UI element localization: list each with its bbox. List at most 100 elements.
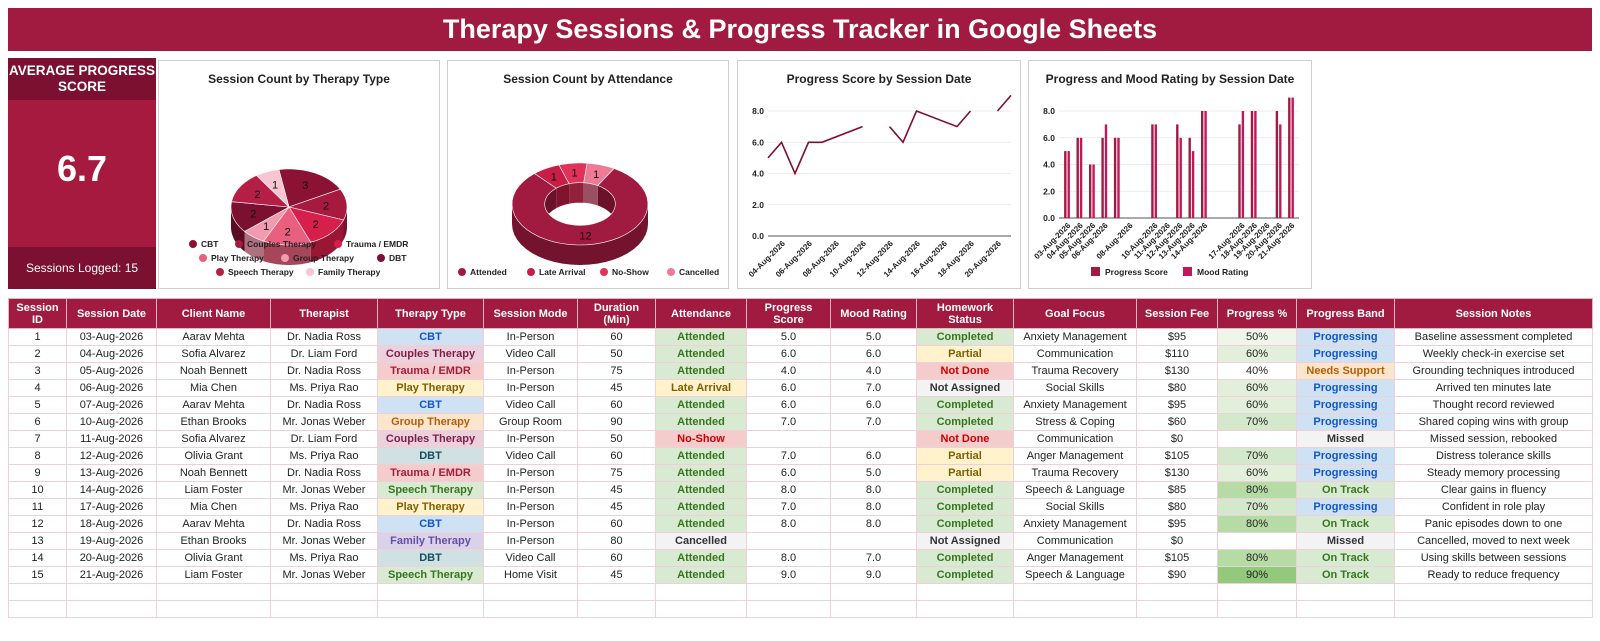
table-cell[interactable]	[483, 583, 578, 601]
table-cell[interactable]	[1217, 583, 1297, 601]
table-cell[interactable]: 11	[8, 498, 67, 516]
table-cell[interactable]: Social Skills	[1013, 379, 1137, 397]
table-cell[interactable]: 06-Aug-2026	[66, 379, 157, 397]
table-row[interactable]: 1 03-Aug-2026 Aarav Mehta Dr. Nadia Ross CBT…	[8, 328, 1593, 346]
table-cell[interactable]: Anxiety Management	[1013, 396, 1137, 414]
table-cell[interactable]	[1217, 600, 1297, 618]
table-cell[interactable]	[156, 600, 271, 618]
table-cell[interactable]	[1013, 583, 1137, 601]
table-cell[interactable]: Ms. Priya Rao	[270, 498, 378, 516]
column-header[interactable]: Progress %	[1217, 298, 1297, 329]
legend-item[interactable]: Speech Therapy	[216, 267, 294, 277]
table-cell[interactable]	[1296, 583, 1395, 601]
table-row[interactable]: 10 14-Aug-2026 Liam Foster Mr. Jonas Weber S…	[8, 481, 1593, 499]
table-cell[interactable]: CBT	[377, 515, 484, 533]
column-header[interactable]: Session Mode	[483, 298, 578, 329]
table-cell[interactable]: Social Skills	[1013, 498, 1137, 516]
table-cell[interactable]: DBT	[377, 447, 484, 465]
table-cell[interactable]: Clear gains in fluency	[1394, 481, 1593, 499]
table-cell[interactable]: Progressing	[1296, 379, 1395, 397]
table-cell[interactable]: 07-Aug-2026	[66, 396, 157, 414]
table-cell[interactable]: 8.0	[746, 515, 831, 533]
table-cell[interactable]: Arrived ten minutes late	[1394, 379, 1593, 397]
table-cell[interactable]: $95	[1136, 328, 1218, 346]
table-cell[interactable]: Attended	[655, 549, 747, 567]
legend-item[interactable]: Play Therapy	[199, 253, 264, 263]
table-cell[interactable]: Couples Therapy	[377, 345, 484, 363]
table-cell[interactable]: 7.0	[830, 379, 917, 397]
table-cell[interactable]: 80%	[1217, 515, 1297, 533]
table-cell[interactable]: Sofia Alvarez	[156, 430, 271, 448]
table-row[interactable]: 6 10-Aug-2026 Ethan Brooks Mr. Jonas Weber G…	[8, 413, 1593, 431]
table-cell[interactable]	[746, 430, 831, 448]
column-header[interactable]: Therapy Type	[377, 298, 484, 329]
table-cell[interactable]	[916, 583, 1014, 601]
column-header[interactable]: Session Notes	[1394, 298, 1593, 329]
table-cell[interactable]: On Track	[1296, 481, 1395, 499]
table-cell[interactable]: 8.0	[746, 549, 831, 567]
table-cell[interactable]: Play Therapy	[377, 379, 484, 397]
table-cell[interactable]: Completed	[916, 498, 1014, 516]
bar-mood-rating[interactable]	[1204, 111, 1207, 218]
table-cell[interactable]: In-Person	[483, 328, 578, 346]
table-cell[interactable]: $130	[1136, 464, 1218, 482]
table-cell[interactable]: Trauma / EMDR	[377, 362, 484, 380]
table-row[interactable]: 11 17-Aug-2026 Mia Chen Ms. Priya Rao Play T…	[8, 498, 1593, 516]
table-cell[interactable]: Anger Management	[1013, 549, 1137, 567]
table-cell[interactable]: In-Person	[483, 481, 578, 499]
legend-item[interactable]: No-Show	[600, 267, 649, 277]
column-header[interactable]: Attendance	[655, 298, 747, 329]
table-cell[interactable]: Play Therapy	[377, 498, 484, 516]
table-cell[interactable]: 11-Aug-2026	[66, 430, 157, 448]
table-cell[interactable]: Liam Foster	[156, 566, 271, 584]
table-cell[interactable]: $80	[1136, 379, 1218, 397]
table-cell[interactable]	[8, 600, 67, 618]
table-cell[interactable]: Missed session, rebooked	[1394, 430, 1593, 448]
table-cell[interactable]: Completed	[916, 481, 1014, 499]
table-cell[interactable]: On Track	[1296, 515, 1395, 533]
slice-cancelled[interactable]	[583, 162, 615, 186]
table-cell[interactable]: 03-Aug-2026	[66, 328, 157, 346]
table-cell[interactable]	[1394, 583, 1593, 601]
legend-item[interactable]: Mood Rating	[1183, 267, 1248, 277]
table-cell[interactable]: Group Room	[483, 413, 578, 431]
table-cell[interactable]: 70%	[1217, 413, 1297, 431]
table-cell[interactable]: Noah Bennett	[156, 464, 271, 482]
table-cell[interactable]: Cancelled, moved to next week	[1394, 532, 1593, 550]
table-cell[interactable]: Progressing	[1296, 396, 1395, 414]
table-cell[interactable]: Group Therapy	[377, 413, 484, 431]
table-row[interactable]: 7 11-Aug-2026 Sofia Alvarez Dr. Liam Ford Co…	[8, 430, 1593, 448]
table-cell[interactable]: 4	[8, 379, 67, 397]
table-cell[interactable]: Partial	[916, 345, 1014, 363]
bar-mood-rating[interactable]	[1092, 164, 1095, 219]
table-cell[interactable]: 21-Aug-2026	[66, 566, 157, 584]
table-cell[interactable]: Progressing	[1296, 447, 1395, 465]
table-cell[interactable]	[1394, 600, 1593, 618]
table-cell[interactable]: In-Person	[483, 379, 578, 397]
table-cell[interactable]: 60%	[1217, 396, 1297, 414]
table-cell[interactable]: Sofia Alvarez	[156, 345, 271, 363]
table-cell[interactable]: Stress & Coping	[1013, 413, 1137, 431]
table-cell[interactable]: Missed	[1296, 532, 1395, 550]
progress-mood-bar-card[interactable]: Progress and Mood Rating by Session Date…	[1028, 60, 1312, 289]
table-cell[interactable]: 7.0	[830, 549, 917, 567]
table-row[interactable]: 8 12-Aug-2026 Olivia Grant Ms. Priya Rao DBT…	[8, 447, 1593, 465]
table-cell[interactable]: $105	[1136, 549, 1218, 567]
bar-progress-score[interactable]	[1238, 124, 1241, 218]
table-cell[interactable]: Not Assigned	[916, 532, 1014, 550]
table-cell[interactable]: Progressing	[1296, 328, 1395, 346]
bar-mood-rating[interactable]	[1241, 111, 1245, 218]
table-cell[interactable]: On Track	[1296, 549, 1395, 567]
table-cell[interactable]: Dr. Nadia Ross	[270, 464, 378, 482]
bar-progress-score[interactable]	[1176, 124, 1179, 218]
table-cell[interactable]: Ethan Brooks	[156, 532, 271, 550]
table-cell[interactable]: 2	[8, 345, 67, 363]
column-header[interactable]: Mood Rating	[830, 298, 917, 329]
table-cell[interactable]: 9.0	[746, 566, 831, 584]
table-row[interactable]: 9 13-Aug-2026 Noah Bennett Dr. Nadia Ross Tr…	[8, 464, 1593, 482]
table-cell[interactable]: 90	[577, 413, 656, 431]
table-cell[interactable]: $0	[1136, 430, 1218, 448]
table-cell[interactable]: 10-Aug-2026	[66, 413, 157, 431]
table-cell[interactable]: Completed	[916, 396, 1014, 414]
column-header[interactable]: Client Name	[156, 298, 271, 329]
